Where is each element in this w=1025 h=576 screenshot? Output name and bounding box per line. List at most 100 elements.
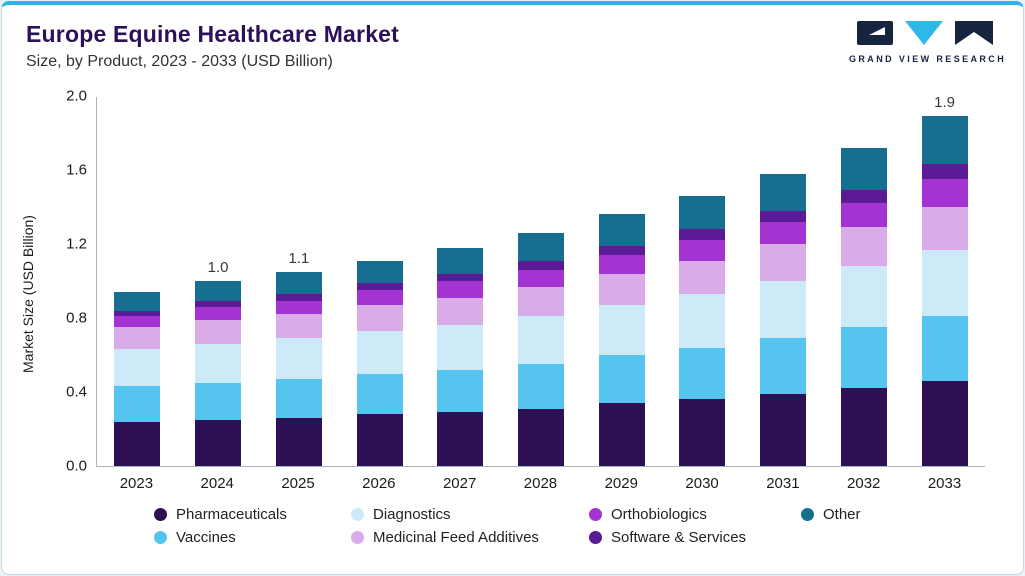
segment-orthobiologics <box>840 203 887 228</box>
bar-2030 <box>679 97 726 466</box>
bar-stack <box>840 147 887 466</box>
segment-diagnostics <box>275 338 322 380</box>
legend-label: Orthobiologics <box>611 506 707 523</box>
segment-orthobiologics <box>921 179 968 208</box>
segment-other <box>921 116 968 165</box>
bar-stack <box>679 195 726 466</box>
logo-text: GRAND VIEW RESEARCH <box>849 54 1007 64</box>
segment-medicinal-feed-additives <box>195 319 242 344</box>
segment-vaccines <box>760 338 807 394</box>
segment-diagnostics <box>840 266 887 328</box>
legend-item-software-services: Software & Services <box>589 529 801 546</box>
legend-dot <box>351 531 364 544</box>
segment-orthobiologics <box>195 306 242 320</box>
segment-vaccines <box>437 369 484 413</box>
y-tick-label: 0.8 <box>66 309 87 327</box>
segment-vaccines <box>598 355 645 404</box>
segment-vaccines <box>517 364 564 409</box>
bar-stack <box>921 116 968 466</box>
segment-other <box>760 173 807 211</box>
legend-label: Pharmaceuticals <box>176 506 287 523</box>
segment-pharmaceuticals <box>437 412 484 466</box>
segment-software-services <box>356 282 403 291</box>
bar-stack <box>517 232 564 466</box>
segment-diagnostics <box>598 305 645 356</box>
segment-medicinal-feed-additives <box>760 244 807 282</box>
x-tick-label: 2031 <box>766 475 800 492</box>
x-tick-label: 2025 <box>281 475 315 492</box>
bar-value-label: 1.9 <box>934 94 955 112</box>
segment-vaccines <box>114 386 161 422</box>
x-tick-label: 2024 <box>200 475 234 492</box>
segment-pharmaceuticals <box>195 419 242 466</box>
bar-stack <box>195 281 242 466</box>
segment-medicinal-feed-additives <box>840 227 887 267</box>
segment-vaccines <box>195 382 242 420</box>
plot-region: 1.0 1.1 1.9 0.0 0.4 0.8 1.2 1.6 2.0 <box>66 88 985 475</box>
x-tick-label: 2033 <box>927 475 962 492</box>
segment-orthobiologics <box>679 240 726 261</box>
x-tick-label: 2030 <box>685 475 719 492</box>
bar-stack <box>598 214 645 466</box>
bar-2024: 1.0 <box>195 97 242 466</box>
segment-vaccines <box>840 327 887 389</box>
legend-item-pharmaceuticals: Pharmaceuticals <box>154 506 351 523</box>
segment-orthobiologics <box>598 255 645 274</box>
legend-dot <box>154 531 167 544</box>
segment-software-services <box>679 229 726 241</box>
segment-other <box>114 292 161 311</box>
page-title: Europe Equine Healthcare Market <box>26 21 400 47</box>
chart-header: Europe Equine Healthcare Market Size, by… <box>2 5 1023 75</box>
grand-view-research-logo: GRAND VIEW RESEARCH <box>849 21 1007 64</box>
bar-stack <box>114 292 161 466</box>
segment-pharmaceuticals <box>598 403 645 466</box>
segment-pharmaceuticals <box>275 417 322 466</box>
y-tick-label: 0.0 <box>66 457 87 475</box>
x-axis-labels: 2023 2024 2025 2026 2027 2028 2029 2030 2031 2032… <box>96 475 985 492</box>
segment-pharmaceuticals <box>679 399 726 466</box>
segment-pharmaceuticals <box>517 408 564 466</box>
segment-diagnostics <box>437 325 484 370</box>
segment-diagnostics <box>195 343 242 383</box>
legend-item-other: Other <box>801 506 1003 523</box>
bar-2029 <box>598 97 645 466</box>
segment-pharmaceuticals <box>921 380 968 466</box>
bar-2027 <box>437 97 484 466</box>
segment-medicinal-feed-additives <box>598 273 645 306</box>
legend-item-orthobiologics: Orthobiologics <box>589 506 801 523</box>
bar-stack <box>356 260 403 466</box>
segment-software-services <box>760 210 807 222</box>
bar-2025: 1.1 <box>275 97 322 466</box>
segment-medicinal-feed-additives <box>679 260 726 294</box>
segment-pharmaceuticals <box>760 393 807 466</box>
x-tick-label: 2026 <box>362 475 396 492</box>
segment-medicinal-feed-additives <box>517 286 564 317</box>
segment-software-services <box>921 164 968 180</box>
bar-2028 <box>517 97 564 466</box>
bar-2026 <box>356 97 403 466</box>
segment-other <box>275 271 322 294</box>
bar-stack <box>437 247 484 466</box>
bars-container: 1.0 1.1 1.9 <box>97 94 985 466</box>
segment-orthobiologics <box>517 269 564 287</box>
legend-dot <box>589 508 602 521</box>
segment-pharmaceuticals <box>114 421 161 466</box>
bar-2032 <box>840 97 887 466</box>
legend-item-vaccines: Vaccines <box>154 529 351 546</box>
legend-dot <box>589 531 602 544</box>
segment-diagnostics <box>356 330 403 374</box>
y-axis-title: Market Size (USD Billion) <box>20 215 36 374</box>
segment-medicinal-feed-additives <box>356 305 403 331</box>
x-tick-label: 2023 <box>119 475 154 492</box>
segment-orthobiologics <box>275 301 322 315</box>
segment-medicinal-feed-additives <box>921 207 968 250</box>
x-tick-label: 2029 <box>604 475 638 492</box>
legend-item-medicinal-feed-additives: Medicinal Feed Additives <box>351 529 589 546</box>
legend-label: Diagnostics <box>373 506 451 523</box>
segment-orthobiologics <box>760 221 807 245</box>
segment-other <box>437 247 484 274</box>
segment-other <box>679 195 726 230</box>
x-tick-label: 2027 <box>442 475 477 492</box>
bar-value-label: 1.0 <box>207 259 229 277</box>
